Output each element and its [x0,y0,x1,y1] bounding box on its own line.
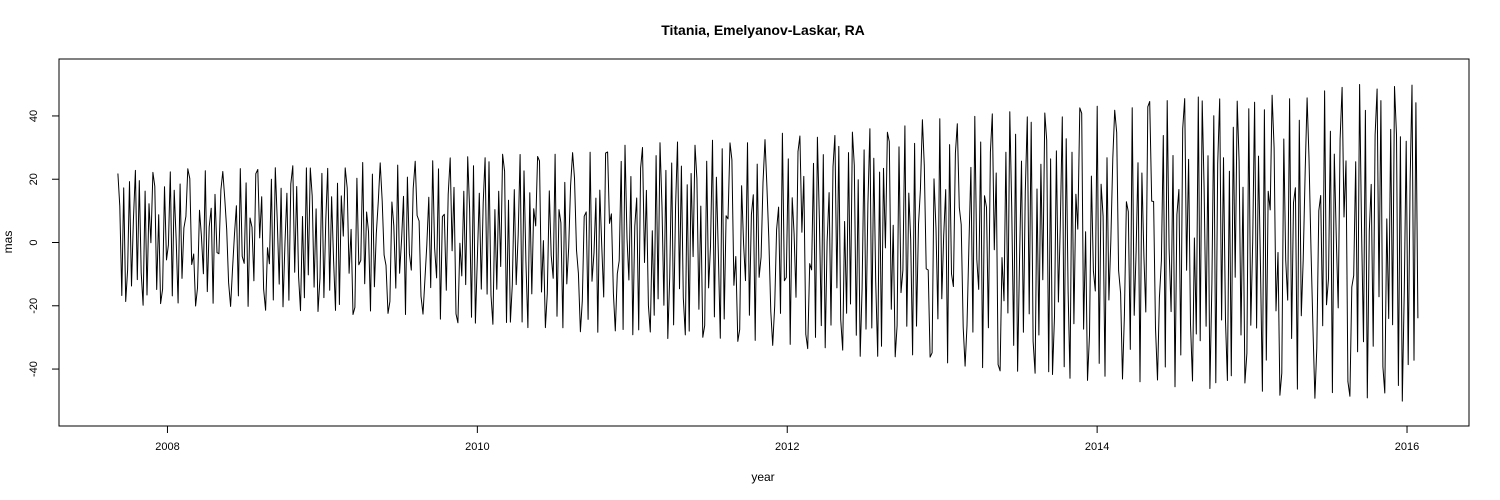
x-tick-label-2010: 2010 [465,441,489,453]
y-tick-label-0: 0 [28,239,40,245]
y-axis-label: mas [1,231,15,254]
y-tick-label-40: 40 [28,110,40,122]
y-tick-label-20: 20 [28,173,40,185]
chart-title: Titania, Emelyanov-Laskar, RA [661,22,865,38]
x-tick-label-2016: 2016 [1395,441,1419,453]
x-tick-label-2008: 2008 [155,441,179,453]
x-tick-label-2012: 2012 [775,441,799,453]
y-tick-label--20: -20 [28,298,40,314]
series-line [117,84,1419,402]
x-axis-label: year [751,470,774,484]
x-axis: 2008 2010 2012 2014 2016 [155,426,1419,453]
x-tick-label-2014: 2014 [1085,441,1109,453]
y-tick-label--40: -40 [28,361,40,377]
y-axis: -40 -20 0 20 40 [28,110,59,377]
